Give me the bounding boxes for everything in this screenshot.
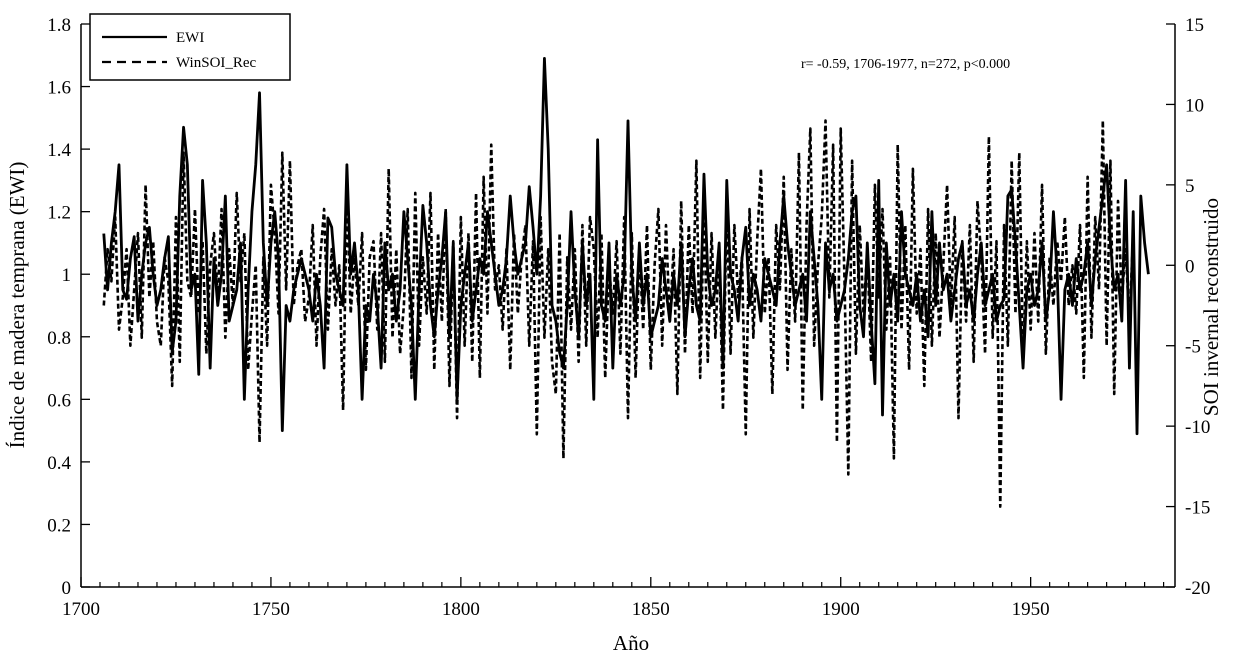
y-right-tick-label: -20: [1185, 578, 1210, 599]
x-tick-label: 1950: [1012, 599, 1050, 620]
tick-labels: 1700 1750 1800 1850 1900 1950 0 0.2 0.4 0.6 0.8 1 1.…: [47, 15, 1210, 620]
series-line-winsoi-rec: [102, 119, 1135, 508]
y-right-axis-title: SOI invernal reconstruido: [1199, 198, 1223, 416]
x-axis-title: Año: [613, 631, 649, 655]
y-right-tick-label: -15: [1185, 498, 1210, 519]
x-tick-label: 1900: [822, 599, 860, 620]
legend: EWI WinSOI_Rec: [89, 13, 291, 81]
y-left-tick-label: 1.2: [47, 203, 71, 224]
x-tick-label: 1750: [252, 599, 290, 620]
y-right-tick-label: 0: [1185, 256, 1195, 277]
y-right-tick-label: 15: [1185, 15, 1204, 36]
y-left-tick-label: 0: [62, 578, 72, 599]
legend-label-winsoi: WinSOI_Rec: [176, 55, 257, 71]
series-line-ewi: [102, 57, 1150, 436]
y-left-tick-label: 1: [62, 265, 72, 286]
y-right-tick-label: 10: [1185, 95, 1204, 116]
x-tick-label: 1700: [62, 599, 100, 620]
y-left-tick-label: 0.4: [47, 453, 71, 474]
legend-box: [89, 13, 291, 81]
y-left-tick-label: 1.6: [47, 78, 71, 99]
x-tick-label: 1800: [442, 599, 480, 620]
x-tick-label: 1850: [632, 599, 670, 620]
y-left-tick-label: 0.6: [47, 390, 71, 411]
series-lines: [102, 57, 1150, 508]
y-left-axis-title: Índice de madera temprana (EWI): [5, 162, 29, 449]
y-left-tick-label: 1.8: [47, 15, 71, 36]
axes: [80, 24, 1176, 588]
y-right-tick-label: -10: [1185, 417, 1210, 438]
y-left-tick-label: 1.4: [47, 140, 71, 161]
y-left-tick-label: 0.8: [47, 328, 71, 349]
y-left-tick-label: 0.2: [47, 515, 71, 536]
legend-label-ewi: EWI: [176, 30, 204, 46]
correlation-annotation: r= -0.59, 1706-1977, n=272, p<0.000: [801, 57, 1010, 72]
tick-marks: [80, 23, 1175, 588]
y-right-tick-label: -5: [1185, 337, 1201, 358]
y-right-tick-label: 5: [1185, 176, 1195, 197]
